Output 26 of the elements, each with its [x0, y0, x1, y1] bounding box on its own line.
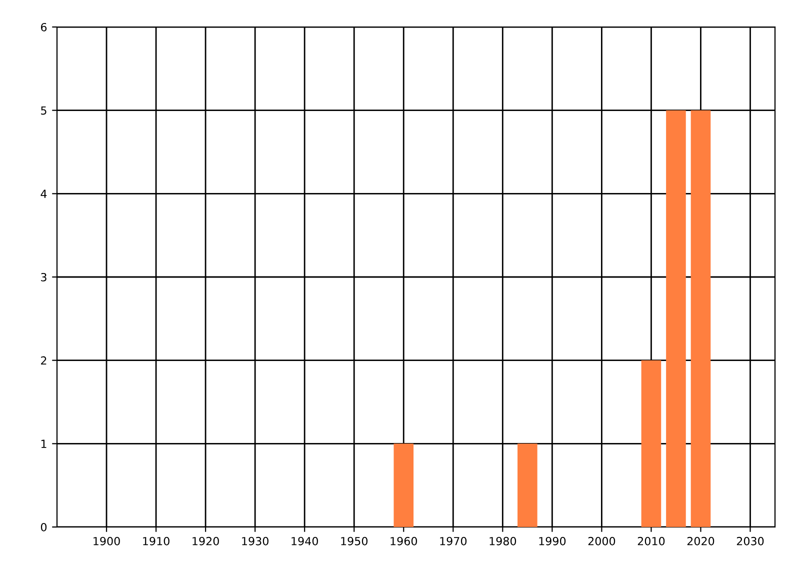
- x-tick-label: 2000: [588, 536, 616, 546]
- x-tick-label: 1900: [94, 536, 120, 546]
- x-tick-label: 1940: [292, 536, 318, 546]
- y-tick-label: 0: [40, 522, 47, 532]
- x-tick-label: 1990: [539, 536, 566, 546]
- x-tick-label: 1980: [490, 536, 516, 546]
- y-tick-label: 4: [40, 190, 47, 198]
- x-tick-label: 2020: [687, 536, 714, 546]
- x-tick-label: 1920: [192, 536, 219, 546]
- y-tick-label: 6: [40, 22, 47, 32]
- bar: [394, 444, 414, 527]
- x-tick-label: 2030: [736, 536, 764, 546]
- x-tick-label: 1910: [143, 536, 170, 546]
- y-tick-label: 1: [41, 440, 46, 448]
- bar: [666, 110, 686, 527]
- x-tick-label: 2010: [638, 536, 665, 546]
- x-tick-label: 1950: [341, 536, 368, 546]
- y-tick-label: 2: [41, 356, 46, 365]
- y-tick-label: 5: [41, 106, 46, 115]
- bar: [690, 110, 711, 527]
- x-tick-label: 1930: [242, 536, 268, 546]
- bar: [641, 360, 662, 527]
- x-tick-label: 1970: [440, 536, 467, 546]
- x-tick-label: 1960: [390, 536, 418, 546]
- y-tick-label: 3: [41, 272, 46, 282]
- bar: [518, 444, 538, 527]
